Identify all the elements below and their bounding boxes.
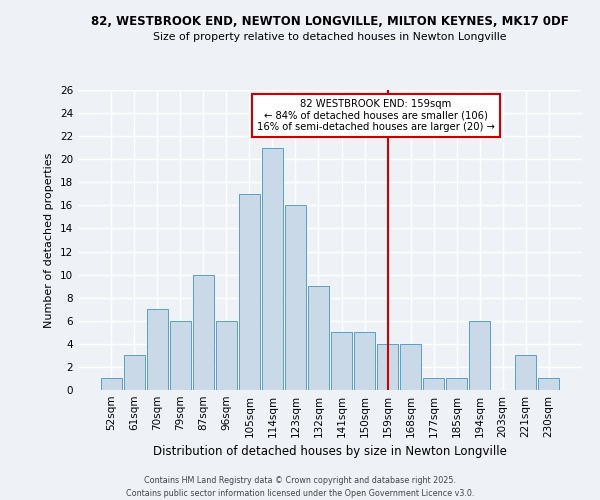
Bar (147, 309, 167, 390)
Bar (538, 378, 559, 390)
Bar (446, 378, 467, 390)
Bar (285, 206, 306, 390)
X-axis label: Distribution of detached houses by size in Newton Longville: Distribution of detached houses by size … (153, 446, 507, 458)
Bar (377, 344, 398, 390)
Bar (124, 356, 145, 390)
Bar (101, 378, 122, 390)
Bar (308, 286, 329, 390)
Bar (216, 321, 237, 390)
Text: 82 WESTBROOK END: 159sqm
← 84% of detached houses are smaller (106)
16% of semi-: 82 WESTBROOK END: 159sqm ← 84% of detach… (257, 99, 495, 132)
Bar (170, 321, 191, 390)
Text: Contains HM Land Registry data © Crown copyright and database right 2025.
Contai: Contains HM Land Registry data © Crown c… (126, 476, 474, 498)
Bar (331, 332, 352, 390)
Bar (423, 378, 444, 390)
Bar (515, 356, 536, 390)
Bar (262, 148, 283, 390)
Text: 82, WESTBROOK END, NEWTON LONGVILLE, MILTON KEYNES, MK17 0DF: 82, WESTBROOK END, NEWTON LONGVILLE, MIL… (91, 15, 569, 28)
Y-axis label: Number of detached properties: Number of detached properties (44, 152, 55, 328)
Bar (193, 274, 214, 390)
Bar (239, 194, 260, 390)
Bar (469, 321, 490, 390)
Bar (400, 344, 421, 390)
Bar (354, 332, 375, 390)
Text: Size of property relative to detached houses in Newton Longville: Size of property relative to detached ho… (153, 32, 507, 42)
